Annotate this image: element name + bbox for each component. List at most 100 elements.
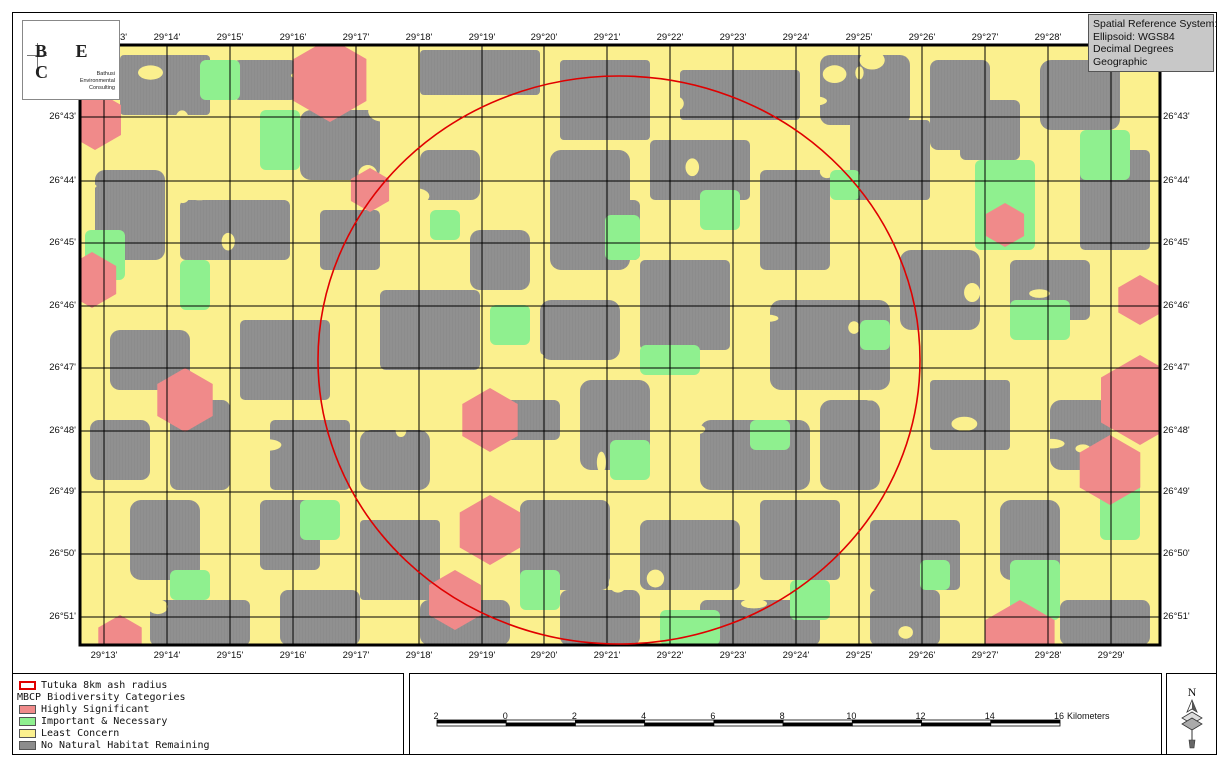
bottom-longitude-label: 29°23' bbox=[719, 650, 747, 661]
no-habitat-patch bbox=[640, 520, 740, 590]
scale-segment-upper bbox=[851, 719, 922, 724]
scale-segment-lower bbox=[851, 722, 922, 727]
no-habitat-patch bbox=[320, 210, 380, 270]
bottom-longitude-label: 29°19' bbox=[468, 650, 496, 661]
legend-item-no-habitat: No Natural Habitat Remaining bbox=[19, 740, 210, 751]
left-latitude-label: 26°49' bbox=[49, 486, 76, 497]
no-habitat-patch bbox=[760, 170, 830, 270]
no-habitat-swatch bbox=[19, 741, 36, 750]
no-habitat-patch bbox=[1060, 600, 1150, 645]
least-concern-patch bbox=[449, 545, 458, 567]
important-necessary-patch bbox=[610, 440, 650, 480]
no-habitat-patch bbox=[540, 300, 620, 360]
highly-significant-hex bbox=[350, 168, 390, 212]
least-concern-patch bbox=[95, 497, 121, 515]
no-habitat-patch bbox=[380, 290, 480, 370]
legend-item-least-concern: Least Concern bbox=[19, 728, 119, 739]
scale-segment-lower bbox=[990, 722, 1061, 727]
bottom-longitude-label: 29°25' bbox=[845, 650, 873, 661]
least-concern-patch bbox=[443, 461, 456, 468]
scale-segment-lower bbox=[713, 722, 784, 727]
important-necessary-patch bbox=[605, 215, 640, 260]
scale-bar-panel bbox=[409, 673, 1162, 755]
scale-segment-upper bbox=[782, 719, 853, 724]
least-concern-patch bbox=[117, 150, 127, 169]
scale-tick-label: 16 bbox=[1053, 711, 1065, 721]
least-concern-patch bbox=[749, 317, 760, 327]
no-habitat-patch bbox=[240, 320, 330, 400]
least-concern-patch bbox=[964, 282, 981, 303]
least-concern-patch bbox=[898, 626, 913, 639]
least-concern-patch bbox=[422, 207, 432, 220]
important-necessary-patch bbox=[300, 500, 340, 540]
no-habitat-patch bbox=[760, 500, 840, 580]
scale-tick-label: 14 bbox=[984, 711, 995, 721]
important-necessary-patch bbox=[920, 560, 950, 590]
top-longitude-label: 29°26' bbox=[908, 32, 936, 43]
bottom-longitude-label: 29°27' bbox=[971, 650, 999, 661]
top-longitude-label: 29°22' bbox=[656, 32, 684, 43]
important-necessary-patch bbox=[200, 60, 240, 100]
top-longitude-label: 3' bbox=[120, 32, 128, 43]
important-necessary-patch bbox=[430, 210, 460, 240]
scale-segment-upper bbox=[505, 719, 576, 724]
highly-significant-hex bbox=[459, 495, 521, 565]
bottom-longitude-label: 29°14' bbox=[153, 650, 181, 661]
important-necessary-patch bbox=[750, 420, 790, 450]
no-habitat-patch bbox=[180, 200, 290, 260]
left-latitude-label: 26°48' bbox=[49, 425, 76, 436]
important-necessary-swatch bbox=[19, 717, 36, 726]
scale-tick-label: 0 bbox=[502, 711, 508, 721]
important-necessary-patch bbox=[170, 570, 210, 600]
left-latitude-label: 26°43' bbox=[49, 111, 76, 122]
highly-significant-hex bbox=[985, 600, 1055, 645]
map-border bbox=[78, 43, 1162, 647]
least-concern-patch bbox=[254, 439, 282, 451]
logo-subtitle: Bathusi Environmental Consulting bbox=[79, 71, 115, 91]
habitat-layer bbox=[80, 45, 1160, 645]
top-longitude-label: 29°14' bbox=[153, 32, 181, 43]
no-habitat-patch bbox=[820, 400, 880, 490]
bottom-longitude-label: 29°29' bbox=[1097, 650, 1125, 661]
scale-segment-lower bbox=[782, 722, 853, 727]
scale-segment-upper bbox=[436, 719, 507, 724]
important-necessary-patch bbox=[790, 580, 830, 620]
right-latitude-label: 26°48' bbox=[1163, 425, 1190, 436]
least-concern-patch bbox=[137, 65, 163, 80]
no-habitat-patch bbox=[850, 120, 930, 200]
least-concern-patch bbox=[859, 50, 885, 70]
right-latitude-label: 26°45' bbox=[1163, 237, 1190, 248]
least-concern-patch bbox=[740, 598, 768, 609]
least-concern-swatch bbox=[19, 729, 36, 738]
no-habitat-patch bbox=[230, 60, 300, 100]
left-latitude-label: 26°45' bbox=[49, 237, 76, 248]
scale-segment-upper bbox=[575, 719, 646, 724]
scale-segment-lower bbox=[505, 722, 576, 727]
bottom-longitude-label: 29°21' bbox=[593, 650, 621, 661]
least-concern-patch bbox=[211, 356, 221, 372]
bec-logo: B E C Bathusi Environmental Consulting bbox=[22, 20, 120, 100]
top-longitude-label: 29°21' bbox=[593, 32, 621, 43]
least-concern-patch bbox=[221, 232, 235, 251]
important-necessary-patch bbox=[1010, 300, 1070, 340]
least-concern-patch bbox=[862, 389, 879, 401]
top-longitude-label: 29°24' bbox=[782, 32, 810, 43]
legend: Tutuka 8km ash radius MBCP Biodiversity … bbox=[12, 673, 404, 755]
scale-segment-lower bbox=[921, 722, 992, 727]
least-concern-patch bbox=[188, 189, 211, 201]
least-concern-patch bbox=[848, 321, 860, 334]
highly-significant-swatch bbox=[19, 705, 36, 714]
ash-radius-swatch bbox=[19, 681, 36, 690]
bottom-longitude-label: 29°24' bbox=[782, 650, 810, 661]
no-habitat-patch bbox=[420, 150, 480, 200]
top-longitude-label: 29°28' bbox=[1034, 32, 1062, 43]
scale-tick-label: 6 bbox=[710, 711, 716, 721]
least-concern-patch bbox=[650, 87, 668, 104]
least-concern-patch bbox=[897, 440, 916, 459]
no-habitat-patch bbox=[520, 500, 610, 590]
least-concern-patch bbox=[672, 97, 684, 111]
scale-tick-label: 2 bbox=[571, 711, 577, 721]
bottom-longitude-label: 29°22' bbox=[656, 650, 684, 661]
no-habitat-patch bbox=[640, 260, 730, 350]
